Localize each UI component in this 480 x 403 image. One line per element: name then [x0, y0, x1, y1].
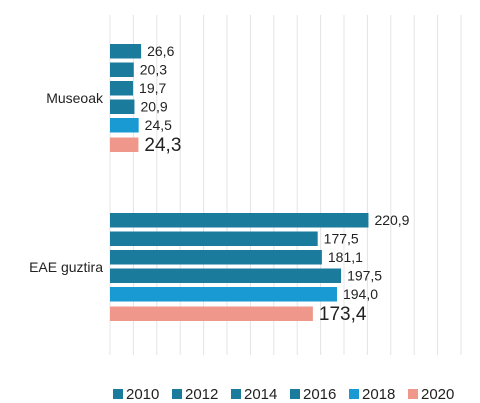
bar — [110, 99, 135, 114]
legend-label: 2016 — [303, 386, 336, 403]
value-label: 194,0 — [343, 286, 378, 302]
bar — [110, 62, 134, 77]
legend-swatch — [290, 389, 300, 399]
value-label: 220,9 — [374, 212, 409, 228]
legend-label: 2010 — [126, 386, 159, 403]
bar — [110, 118, 139, 133]
legend-swatch — [231, 389, 241, 399]
legend-swatch — [349, 389, 359, 399]
legend-label: 2012 — [185, 386, 218, 403]
bar — [110, 250, 322, 265]
bar — [110, 287, 337, 302]
value-label: 173,4 — [319, 304, 367, 325]
bar — [110, 268, 342, 283]
value-label: 19,7 — [139, 80, 166, 96]
value-label: 181,1 — [328, 249, 363, 265]
value-label: 197,5 — [347, 267, 382, 283]
value-label: 20,9 — [140, 98, 167, 114]
bar — [110, 44, 142, 59]
legend-swatch — [172, 389, 182, 399]
legend-swatch — [408, 389, 418, 399]
bar — [110, 306, 313, 321]
value-label: 24,3 — [144, 135, 181, 156]
bar — [110, 231, 318, 246]
value-label: 20,3 — [140, 61, 167, 77]
value-label: 177,5 — [324, 230, 359, 246]
category-label: Museoak — [46, 90, 104, 106]
category-label: EAE guztira — [29, 259, 103, 275]
legend-label: 2018 — [362, 386, 395, 403]
value-label: 24,5 — [145, 117, 172, 133]
legend-label: 2020 — [421, 386, 454, 403]
legend-swatch — [113, 389, 123, 399]
bar — [110, 81, 134, 96]
bar — [110, 137, 139, 152]
legend-label: 2014 — [244, 386, 277, 403]
bar — [110, 213, 369, 228]
value-label: 26,6 — [147, 43, 174, 59]
